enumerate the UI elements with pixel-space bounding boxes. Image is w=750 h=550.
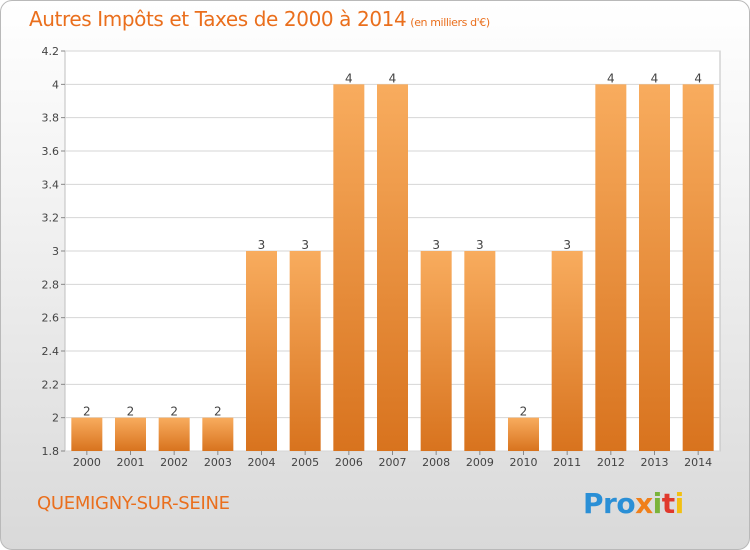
- x-tick-label: 2003: [204, 456, 232, 469]
- bar: [595, 84, 627, 451]
- x-tick-label: 2000: [73, 456, 101, 469]
- chart-title-unit: (en milliers d'€): [410, 16, 490, 29]
- x-tick-label: 2009: [466, 456, 494, 469]
- x-tick-label: 2001: [117, 456, 145, 469]
- bar-value-label: 4: [694, 71, 702, 85]
- y-tick-label: 4.2: [42, 45, 60, 58]
- bar: [639, 84, 670, 451]
- commune-name: QUEMIGNY-SUR-SEINE: [37, 493, 230, 514]
- x-tick-label: 2002: [160, 456, 188, 469]
- logo-part-5: i: [674, 487, 685, 520]
- bar-value-label: 4: [345, 71, 353, 85]
- x-tick-label: 2013: [641, 456, 669, 469]
- bar: [246, 251, 277, 451]
- x-tick-label: 2005: [291, 456, 319, 469]
- bar-value-label: 3: [258, 238, 266, 252]
- x-tick-label: 2014: [684, 456, 712, 469]
- x-tick-label: 2010: [510, 456, 538, 469]
- x-tick-label: 2007: [379, 456, 407, 469]
- logo-part-1: Pro: [583, 487, 636, 520]
- bar: [289, 251, 321, 451]
- y-tick-label: 2.6: [42, 312, 60, 325]
- y-tick-label: 3.6: [42, 145, 60, 158]
- logo-part-2: x: [635, 487, 653, 520]
- bar-value-label: 2: [520, 405, 528, 419]
- y-tick-label: 3: [52, 245, 59, 258]
- y-tick-label: 3.2: [42, 212, 60, 225]
- bar-value-label: 4: [389, 71, 397, 85]
- x-tick-label: 2006: [335, 456, 363, 469]
- bar-value-label: 4: [607, 71, 615, 85]
- bar: [158, 417, 190, 451]
- bar: [71, 417, 103, 451]
- y-tick-label: 3.4: [42, 178, 60, 191]
- bar: [377, 84, 408, 451]
- bar-value-label: 3: [563, 238, 571, 252]
- bar: [464, 251, 496, 451]
- bar: [682, 84, 714, 451]
- bar: [333, 84, 365, 451]
- chart-title: Autres Impôts et Taxes de 2000 à 2014 (en…: [29, 7, 490, 31]
- y-tick-label: 2: [52, 412, 59, 425]
- bar-value-label: 3: [476, 238, 484, 252]
- bar-value-label: 2: [127, 405, 135, 419]
- x-axis: 2000 2001 2002 2003 2004 2005 2006 2007 2008 2009…: [73, 451, 712, 469]
- bar: [508, 417, 539, 451]
- bar: [551, 251, 583, 451]
- chart-title-text: Autres Impôts et Taxes de 2000 à 2014: [29, 7, 407, 31]
- bar-value-label: 2: [214, 405, 222, 419]
- bar: [202, 417, 234, 451]
- y-tick-label: 2.2: [42, 378, 60, 391]
- bars: 2 2 2 2 3 3 4 4 3 3 2 3 4 4 4: [71, 71, 714, 451]
- proxiti-logo: Proxiti: [583, 487, 684, 520]
- bar: [115, 417, 146, 451]
- bar: [420, 251, 452, 451]
- bar-value-label: 4: [651, 71, 659, 85]
- logo-part-3: i: [652, 487, 663, 520]
- bar-value-label: 3: [301, 238, 309, 252]
- y-tick-label: 1.8: [42, 445, 60, 458]
- x-tick-label: 2011: [553, 456, 581, 469]
- bar-value-label: 2: [83, 405, 91, 419]
- y-axis: 1.8 2 2.2 2.4 2.6 2.8 3 3.2 3.4 3.6 3.8 4 4.2: [42, 45, 65, 458]
- bar-value-label: 2: [170, 405, 178, 419]
- x-tick-label: 2008: [422, 456, 450, 469]
- x-tick-label: 2004: [248, 456, 276, 469]
- y-tick-label: 4: [52, 78, 59, 91]
- bar-value-label: 3: [432, 238, 440, 252]
- logo-part-4: t: [661, 487, 675, 520]
- x-tick-label: 2012: [597, 456, 625, 469]
- y-tick-label: 2.4: [42, 345, 60, 358]
- y-tick-label: 3.8: [42, 112, 60, 125]
- y-tick-label: 2.8: [42, 278, 60, 291]
